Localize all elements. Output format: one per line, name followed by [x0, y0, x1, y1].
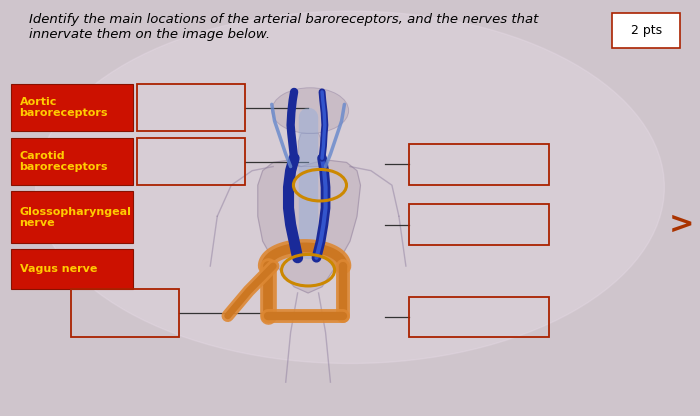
- Text: Vagus nerve: Vagus nerve: [20, 264, 97, 274]
- Text: Identify the main locations of the arterial baroreceptors, and the nerves that
i: Identify the main locations of the arter…: [29, 13, 538, 41]
- Circle shape: [272, 88, 349, 134]
- Bar: [11, 191, 134, 243]
- Bar: [137, 138, 245, 185]
- Text: >: >: [669, 210, 694, 239]
- Text: 2 pts: 2 pts: [631, 24, 662, 37]
- Polygon shape: [258, 160, 361, 293]
- Bar: [11, 84, 134, 131]
- Text: Glossopharyngeal
nerve: Glossopharyngeal nerve: [20, 206, 132, 228]
- Bar: [410, 297, 549, 337]
- Bar: [71, 289, 178, 337]
- Text: Carotid
baroreceptors: Carotid baroreceptors: [20, 151, 108, 172]
- Ellipse shape: [36, 11, 664, 364]
- Bar: [410, 144, 549, 185]
- Text: Aortic
baroreceptors: Aortic baroreceptors: [20, 97, 108, 118]
- Bar: [410, 204, 549, 245]
- Bar: [11, 138, 134, 185]
- Polygon shape: [298, 134, 322, 166]
- Bar: [612, 13, 680, 48]
- Bar: [11, 250, 134, 289]
- Bar: [137, 84, 245, 131]
